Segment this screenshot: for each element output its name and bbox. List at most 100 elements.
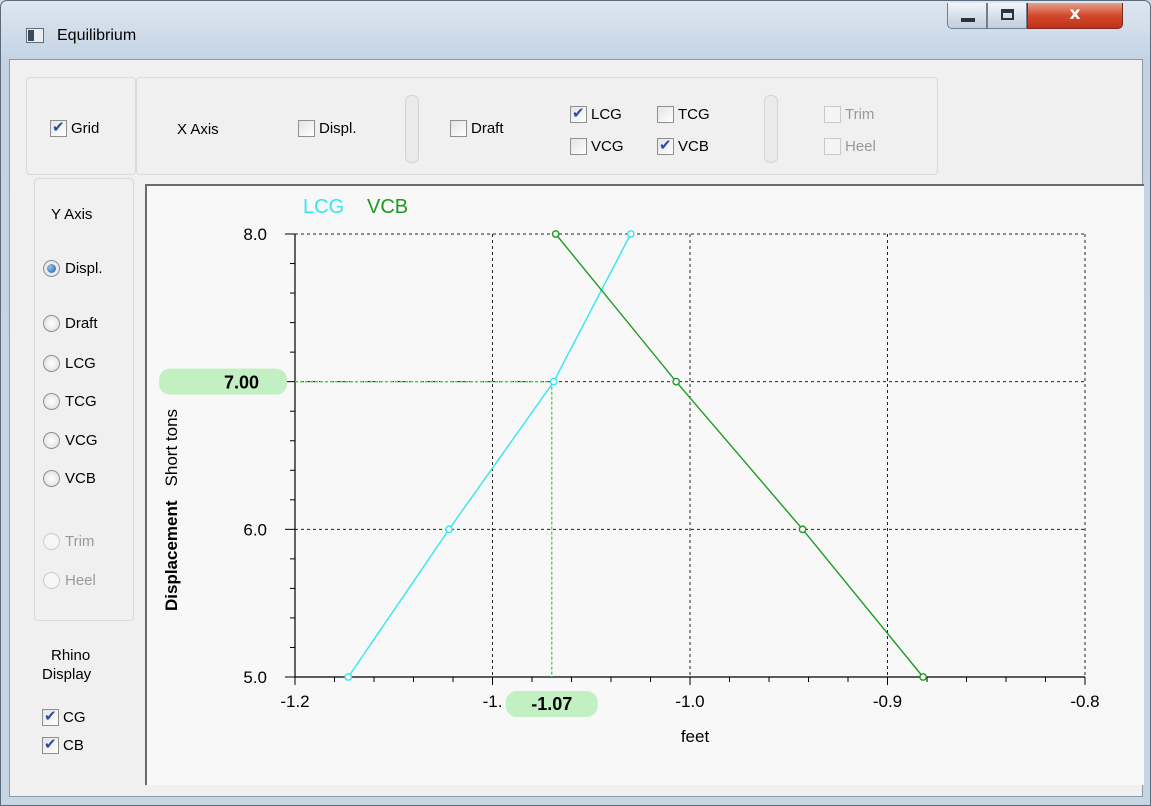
y-radio-heel[interactable]: Heel <box>43 572 96 589</box>
radio-button[interactable] <box>43 315 60 332</box>
x-vcb-label: VCB <box>678 138 709 155</box>
data-point-vcb <box>672 377 681 386</box>
legend-lcg: LCG <box>303 196 344 218</box>
checkbox-box[interactable] <box>824 106 841 123</box>
radio-button[interactable] <box>43 260 60 277</box>
rhino-title-line1: Rhino <box>51 647 91 664</box>
x-vcb-checkbox[interactable]: VCB <box>657 136 709 155</box>
checkbox-box[interactable] <box>657 136 674 155</box>
maximize-icon <box>1001 9 1014 20</box>
x-displ-label: Displ. <box>319 120 357 137</box>
data-point-vcb <box>919 673 927 681</box>
x-heel-label: Heel <box>845 138 876 155</box>
series-line-lcg <box>347 233 632 678</box>
y-radio-displ[interactable]: Displ. <box>43 260 103 277</box>
x-lcg-label: LCG <box>591 106 622 123</box>
y-axis-title: Y Axis <box>51 206 93 223</box>
separator <box>405 95 419 163</box>
crosshair-x-badge <box>505 691 598 717</box>
x-axis-label: X Axis <box>177 121 219 138</box>
data-point-vcb <box>798 525 807 534</box>
x-draft-label: Draft <box>471 120 504 137</box>
close-icon: x <box>1069 4 1081 24</box>
y-axis-title: Displacement Short tons <box>162 409 181 611</box>
data-point-lcg <box>445 525 453 534</box>
title-bar[interactable]: Equilibrium x <box>1 1 1150 59</box>
y-option-label: Displ. <box>65 260 103 277</box>
x-displ-checkbox[interactable]: Displ. <box>298 120 357 137</box>
y-radio-tcg[interactable]: TCG <box>43 393 97 410</box>
rhino-cg-label: CG <box>63 709 86 726</box>
radio-button[interactable] <box>43 355 60 372</box>
checkbox-box[interactable] <box>570 138 587 155</box>
window-title: Equilibrium <box>57 27 137 44</box>
radio-button[interactable] <box>43 432 60 449</box>
y-tick-label: 5.0 <box>243 668 267 687</box>
close-button[interactable]: x <box>1027 3 1123 29</box>
checkbox-box[interactable] <box>570 104 587 123</box>
checkbox-box[interactable] <box>42 735 59 754</box>
x-lcg-checkbox[interactable]: LCG <box>570 104 622 123</box>
crosshair-x-value: -1.07 <box>531 694 572 714</box>
x-axis-group <box>136 77 938 175</box>
y-option-label: LCG <box>65 355 96 372</box>
radio-button[interactable] <box>43 393 60 410</box>
app-icon <box>26 28 44 43</box>
x-trim-label: Trim <box>845 106 875 123</box>
data-point-lcg <box>626 230 635 238</box>
x-vcg-label: VCG <box>591 138 624 155</box>
x-trim-checkbox[interactable]: Trim <box>824 106 874 123</box>
x-tick-label: -0.9 <box>873 692 902 711</box>
y-tick-label: 8.0 <box>243 225 267 244</box>
y-option-label: Heel <box>65 572 96 589</box>
grid-checkbox[interactable]: Grid <box>50 118 100 137</box>
legend-vcb: VCB <box>367 196 408 218</box>
checkbox-box[interactable] <box>42 707 59 726</box>
x-tick-label: -1. <box>483 692 503 711</box>
separator <box>764 95 778 163</box>
x-axis-title: feet <box>681 727 710 746</box>
minimize-button[interactable] <box>947 3 987 29</box>
series-line-vcb <box>555 233 924 678</box>
equilibrium-chart[interactable]: -1.2 -1. -1.0 -0.9 -0.8 5.0 6.0 8.0 7.00 -1.07 fee… <box>147 186 1146 787</box>
radio-button[interactable] <box>43 533 60 550</box>
checkbox-box[interactable] <box>450 120 467 137</box>
y-tick-label: 6.0 <box>243 520 267 539</box>
x-tcg-label: TCG <box>678 106 710 123</box>
radio-button[interactable] <box>43 572 60 589</box>
y-radio-trim[interactable]: Trim <box>43 533 94 550</box>
y-radio-draft[interactable]: Draft <box>43 315 98 332</box>
y-radio-vcg[interactable]: VCG <box>43 432 98 449</box>
crosshair-y-value: 7.00 <box>224 373 259 393</box>
x-tick-label: -0.8 <box>1070 692 1099 711</box>
checkbox-box[interactable] <box>824 138 841 155</box>
rhino-cb-checkbox[interactable]: CB <box>42 735 84 754</box>
y-option-label: Trim <box>65 533 95 550</box>
y-radio-vcb[interactable]: VCB <box>43 470 96 487</box>
x-tcg-checkbox[interactable]: TCG <box>657 106 710 123</box>
y-radio-lcg[interactable]: LCG <box>43 355 96 372</box>
x-tick-label: -1.2 <box>280 692 309 711</box>
minimize-icon <box>961 18 975 22</box>
crosshair-y-badge <box>159 368 287 395</box>
checkbox-box[interactable] <box>657 106 674 123</box>
checkbox-box[interactable] <box>298 120 315 137</box>
y-option-label: VCB <box>65 470 96 487</box>
x-heel-checkbox[interactable]: Heel <box>824 138 876 155</box>
x-vcg-checkbox[interactable]: VCG <box>570 138 624 155</box>
grid-group <box>26 77 136 175</box>
x-tick-label: -1.0 <box>675 692 704 711</box>
y-option-label: Draft <box>65 315 98 332</box>
y-option-label: TCG <box>65 393 97 410</box>
maximize-button[interactable] <box>987 3 1027 29</box>
x-draft-checkbox[interactable]: Draft <box>450 120 504 137</box>
rhino-cg-checkbox[interactable]: CG <box>42 707 86 726</box>
checkbox-box[interactable] <box>50 118 67 137</box>
radio-button[interactable] <box>43 470 60 487</box>
rhino-display-title: Rhino Display <box>42 646 91 684</box>
data-point-vcb <box>551 230 560 238</box>
chart-area[interactable]: -1.2 -1. -1.0 -0.9 -0.8 5.0 6.0 8.0 7.00 -1.07 fee… <box>145 184 1144 785</box>
rhino-cb-label: CB <box>63 737 84 754</box>
grid-label: Grid <box>71 120 100 137</box>
